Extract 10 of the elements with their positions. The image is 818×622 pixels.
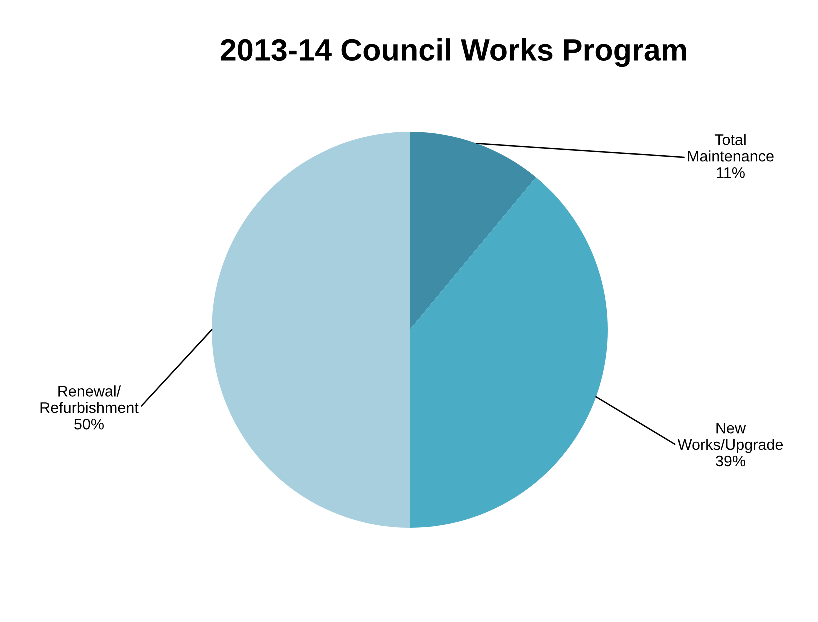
data-label: 39% xyxy=(716,456,746,467)
chart-title: 2013-14 Council Works Program xyxy=(220,38,686,68)
data-label: 50% xyxy=(74,418,104,430)
slice-label: Renewal/ Refurbishment xyxy=(40,386,139,414)
pie-slice xyxy=(410,132,536,330)
slice-label: New Works/Upgrade xyxy=(678,423,784,454)
pie-slice xyxy=(410,177,608,528)
pie-slice xyxy=(212,132,410,528)
data-label: 11% xyxy=(717,168,745,178)
slice-label: Total Maintenance xyxy=(688,134,774,162)
